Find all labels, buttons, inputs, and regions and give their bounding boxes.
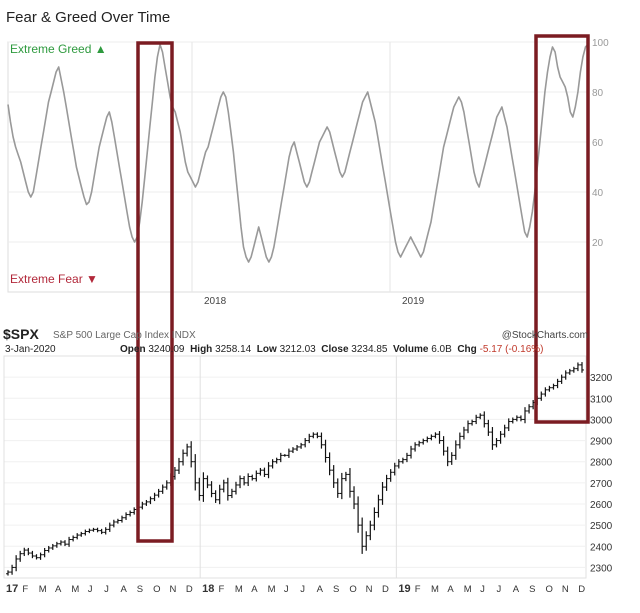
spx-x-tick-label: D xyxy=(186,584,193,595)
spx-x-tick-label: J xyxy=(480,584,485,595)
fg-y-tick-label: 40 xyxy=(592,188,604,199)
spx-x-tick-label: A xyxy=(513,584,520,595)
spx-x-tick-label: A xyxy=(55,584,62,595)
spx-y-tick-label: 3100 xyxy=(590,394,613,405)
spx-date: 3-Jan-2020 xyxy=(5,344,56,355)
fg-y-tick-label: 100 xyxy=(592,38,609,49)
spx-x-tick-label: F xyxy=(415,584,421,595)
spx-x-tick-label: J xyxy=(284,584,289,595)
spx-x-tick-label: S xyxy=(529,584,535,595)
spx-x-tick-label: A xyxy=(251,584,258,595)
spx-y-tick-label: 2300 xyxy=(590,563,613,574)
spx-x-tick-label: N xyxy=(562,584,569,595)
spx-plot-frame xyxy=(3,355,587,579)
stockcharts-source: @StockCharts.com xyxy=(501,330,588,341)
spx-x-tick-label: A xyxy=(317,584,324,595)
spx-x-tick-label: N xyxy=(366,584,373,595)
highlight-box-2019 xyxy=(534,34,590,424)
spx-x-tick-label: A xyxy=(120,584,127,595)
spx-ohlc-readout: Open 3240.09 High 3258.14 Low 3212.03 Cl… xyxy=(120,344,544,355)
spx-y-tick-label: 2500 xyxy=(590,521,613,532)
spx-x-tick-label: F xyxy=(22,584,28,595)
spx-x-tick-label: 18 xyxy=(202,583,214,595)
spx-x-tick-label: D xyxy=(578,584,585,595)
spx-x-tick-label: O xyxy=(349,584,356,595)
spx-y-tick-label: 2600 xyxy=(590,500,613,511)
fg-y-tick-label: 20 xyxy=(592,238,604,249)
spx-y-tick-label: 2400 xyxy=(590,542,613,553)
spx-x-tick-label: 19 xyxy=(398,583,410,595)
spx-x-tick-label: M xyxy=(39,584,47,595)
spx-x-tick-label: N xyxy=(169,584,176,595)
triangle-up-icon: ▲ xyxy=(94,42,107,56)
spx-x-tick-label: 17 xyxy=(6,583,18,595)
fg-y-tick-label: 80 xyxy=(592,88,604,99)
spx-x-tick-label: M xyxy=(235,584,243,595)
spx-x-tick-label: S xyxy=(333,584,339,595)
spx-x-tick-label: J xyxy=(496,584,501,595)
spx-y-tick-label: 2700 xyxy=(590,479,613,490)
spx-x-tick-label: M xyxy=(268,584,276,595)
spx-x-tick-label: D xyxy=(382,584,389,595)
spx-x-tick-label: M xyxy=(71,584,79,595)
spx-x-tick-label: S xyxy=(137,584,143,595)
triangle-down-icon: ▼ xyxy=(86,272,98,286)
spx-y-tick-label: 3200 xyxy=(590,373,613,384)
fear-greed-line xyxy=(7,43,589,263)
fg-x-tick-label: 2018 xyxy=(204,296,227,307)
fg-y-tick-label: 60 xyxy=(592,138,604,149)
fg-x-tick-label: 2019 xyxy=(402,296,425,307)
spx-y-tick-label: 2800 xyxy=(590,458,613,469)
spx-x-tick-label: A xyxy=(447,584,454,595)
spx-x-tick-label: J xyxy=(104,584,109,595)
spx-x-tick-label: O xyxy=(545,584,552,595)
spx-x-tick-label: M xyxy=(431,584,439,595)
spx-x-tick-label: O xyxy=(153,584,160,595)
highlight-box-2017 xyxy=(136,41,174,543)
spx-x-tick-label: J xyxy=(300,584,305,595)
spx-x-tick-label: F xyxy=(219,584,225,595)
spx-y-tick-label: 3000 xyxy=(590,415,613,426)
spx-name: S&P 500 Large Cap Index INDX xyxy=(53,330,196,341)
spx-x-tick-label: M xyxy=(464,584,472,595)
chart-title: Fear & Greed Over Time xyxy=(6,9,171,26)
extreme-fear-label: Extreme Fear ▼ xyxy=(10,272,98,286)
spx-x-tick-label: J xyxy=(88,584,93,595)
extreme-greed-label: Extreme Greed ▲ xyxy=(10,42,107,56)
spx-symbol: $SPX xyxy=(3,326,39,342)
spx-y-tick-label: 2900 xyxy=(590,437,613,448)
